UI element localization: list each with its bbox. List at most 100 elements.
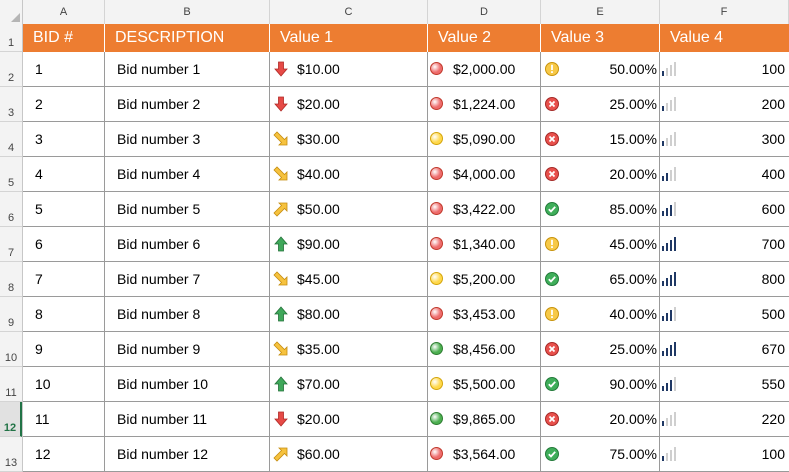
value3-cell[interactable]: 75.00% bbox=[541, 437, 660, 471]
bid-cell[interactable]: 12 bbox=[23, 437, 105, 471]
header-cell-value1[interactable]: Value 1 bbox=[270, 24, 428, 52]
description-cell[interactable]: Bid number 2 bbox=[105, 87, 270, 121]
bid-cell[interactable]: 3 bbox=[23, 122, 105, 156]
value4-cell[interactable]: 400 bbox=[660, 157, 789, 191]
value4-cell[interactable]: 100 bbox=[660, 52, 789, 86]
value3-cell[interactable]: 45.00% bbox=[541, 227, 660, 261]
bid-cell[interactable]: 6 bbox=[23, 227, 105, 261]
column-header-b[interactable]: B bbox=[105, 0, 270, 24]
value1-cell[interactable]: $10.00 bbox=[270, 52, 428, 86]
column-header-d[interactable]: D bbox=[428, 0, 541, 24]
value1-cell[interactable]: $50.00 bbox=[270, 192, 428, 226]
value4-cell[interactable]: 220 bbox=[660, 402, 789, 436]
column-header-a[interactable]: A bbox=[23, 0, 105, 24]
description-cell[interactable]: Bid number 5 bbox=[105, 192, 270, 226]
row-header-2[interactable]: 2 bbox=[0, 52, 22, 87]
description-cell[interactable]: Bid number 10 bbox=[105, 367, 270, 401]
description-cell[interactable]: Bid number 6 bbox=[105, 227, 270, 261]
bid-cell[interactable]: 4 bbox=[23, 157, 105, 191]
row-header-9[interactable]: 9 bbox=[0, 297, 22, 332]
value2-cell[interactable]: $3,453.00 bbox=[428, 297, 541, 331]
header-cell-value4[interactable]: Value 4 bbox=[670, 29, 724, 46]
value1-cell[interactable]: $70.00 bbox=[270, 367, 428, 401]
value2-cell[interactable]: $2,000.00 bbox=[428, 52, 541, 86]
value1-cell[interactable]: $30.00 bbox=[270, 122, 428, 156]
description-cell[interactable]: Bid number 11 bbox=[105, 402, 270, 436]
value2-cell[interactable]: $1,340.00 bbox=[428, 227, 541, 261]
header-cell-description[interactable]: DESCRIPTION bbox=[105, 24, 270, 52]
bid-cell[interactable]: 5 bbox=[23, 192, 105, 226]
header-cell-bid[interactable]: BID # bbox=[23, 24, 105, 52]
bid-cell[interactable]: 7 bbox=[23, 262, 105, 296]
value1-cell[interactable]: $80.00 bbox=[270, 297, 428, 331]
value2-cell[interactable]: $3,422.00 bbox=[428, 192, 541, 226]
bid-cell[interactable]: 9 bbox=[23, 332, 105, 366]
row-header-11[interactable]: 11 bbox=[0, 367, 22, 402]
value3-cell[interactable]: 20.00% bbox=[541, 157, 660, 191]
value1-cell[interactable]: $20.00 bbox=[270, 402, 428, 436]
column-header-f[interactable]: F bbox=[660, 0, 789, 24]
value4-cell[interactable]: 550 bbox=[660, 367, 789, 401]
value2-cell[interactable]: $3,564.00 bbox=[428, 437, 541, 471]
column-header-c[interactable]: C bbox=[270, 0, 428, 24]
header-cell-value3[interactable]: Value 3 bbox=[541, 24, 660, 52]
value3-cell[interactable]: 25.00% bbox=[541, 87, 660, 121]
value4-cell[interactable]: 670 bbox=[660, 332, 789, 366]
bid-cell[interactable]: 2 bbox=[23, 87, 105, 121]
value3-cell[interactable]: 25.00% bbox=[541, 332, 660, 366]
value4-text: 200 bbox=[761, 96, 785, 112]
row-header-7[interactable]: 7 bbox=[0, 227, 22, 262]
value4-cell[interactable]: 800 bbox=[660, 262, 789, 296]
value1-cell[interactable]: $90.00 bbox=[270, 227, 428, 261]
row-header-5[interactable]: 5 bbox=[0, 157, 22, 192]
row-header-4[interactable]: 4 bbox=[0, 122, 22, 157]
value3-cell[interactable]: 40.00% bbox=[541, 297, 660, 331]
description-cell[interactable]: Bid number 4 bbox=[105, 157, 270, 191]
row-header-8[interactable]: 8 bbox=[0, 262, 22, 297]
bid-cell[interactable]: 8 bbox=[23, 297, 105, 331]
row-header-1[interactable]: 1 bbox=[0, 24, 22, 52]
value1-cell[interactable]: $60.00 bbox=[270, 437, 428, 471]
value2-cell[interactable]: $9,865.00 bbox=[428, 402, 541, 436]
value2-cell[interactable]: $5,200.00 bbox=[428, 262, 541, 296]
row-header-6[interactable]: 6 bbox=[0, 192, 22, 227]
value1-cell[interactable]: $40.00 bbox=[270, 157, 428, 191]
description-cell[interactable]: Bid number 12 bbox=[105, 437, 270, 471]
value1-cell[interactable]: $45.00 bbox=[270, 262, 428, 296]
value4-cell[interactable]: 600 bbox=[660, 192, 789, 226]
select-all-corner[interactable] bbox=[0, 0, 23, 24]
column-header-e[interactable]: E bbox=[541, 0, 660, 24]
row-header-3[interactable]: 3 bbox=[0, 87, 22, 122]
description-cell[interactable]: Bid number 7 bbox=[105, 262, 270, 296]
row-header-12[interactable]: 12 bbox=[0, 402, 22, 437]
value2-cell[interactable]: $5,500.00 bbox=[428, 367, 541, 401]
header-cell-value2[interactable]: Value 2 bbox=[428, 24, 541, 52]
description-cell[interactable]: Bid number 9 bbox=[105, 332, 270, 366]
value2-cell[interactable]: $8,456.00 bbox=[428, 332, 541, 366]
value2-cell[interactable]: $4,000.00 bbox=[428, 157, 541, 191]
value3-cell[interactable]: 20.00% bbox=[541, 402, 660, 436]
description-cell[interactable]: Bid number 1 bbox=[105, 52, 270, 86]
row-header-10[interactable]: 10 bbox=[0, 332, 22, 367]
description-cell[interactable]: Bid number 8 bbox=[105, 297, 270, 331]
bid-cell[interactable]: 1 bbox=[23, 52, 105, 86]
value2-cell[interactable]: $5,090.00 bbox=[428, 122, 541, 156]
bid-cell[interactable]: 10 bbox=[23, 367, 105, 401]
value1-cell[interactable]: $35.00 bbox=[270, 332, 428, 366]
value3-cell[interactable]: 15.00% bbox=[541, 122, 660, 156]
description-cell[interactable]: Bid number 3 bbox=[105, 122, 270, 156]
value3-cell[interactable]: 85.00% bbox=[541, 192, 660, 226]
value4-cell[interactable]: 700 bbox=[660, 227, 789, 261]
row-header-13[interactable]: 13 bbox=[0, 437, 22, 472]
value4-cell[interactable]: 300 bbox=[660, 122, 789, 156]
value4-cell[interactable]: 200 bbox=[660, 87, 789, 121]
value4-cell[interactable]: 100 bbox=[660, 437, 789, 471]
value3-cell[interactable]: 50.00% bbox=[541, 52, 660, 86]
value3-cell[interactable]: 65.00% bbox=[541, 262, 660, 296]
value4-cell[interactable]: 500 bbox=[660, 297, 789, 331]
row-number: 8 bbox=[7, 282, 15, 294]
value3-cell[interactable]: 90.00% bbox=[541, 367, 660, 401]
value2-cell[interactable]: $1,224.00 bbox=[428, 87, 541, 121]
value1-cell[interactable]: $20.00 bbox=[270, 87, 428, 121]
bid-cell[interactable]: 11 bbox=[23, 402, 105, 436]
